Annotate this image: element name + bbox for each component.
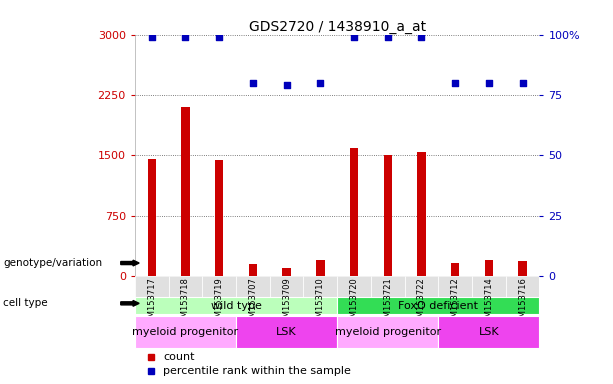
Text: GSM153719: GSM153719 — [215, 277, 224, 328]
Text: GSM153712: GSM153712 — [451, 277, 460, 328]
Bar — [135, 316, 236, 348]
Bar — [438, 276, 472, 297]
Bar — [303, 276, 337, 297]
Point — [349, 34, 359, 40]
Bar — [316, 260, 324, 276]
Text: genotype/variation: genotype/variation — [3, 258, 102, 268]
Bar — [236, 276, 270, 297]
Point — [484, 80, 494, 86]
Bar — [236, 316, 337, 348]
Bar — [371, 276, 405, 297]
Bar — [202, 276, 236, 297]
Point — [316, 80, 326, 86]
Bar — [337, 276, 371, 297]
Text: myeloid progenitor: myeloid progenitor — [335, 327, 441, 337]
Text: cell type: cell type — [3, 298, 48, 308]
Text: GSM153716: GSM153716 — [518, 277, 527, 328]
Bar — [506, 276, 539, 297]
Bar — [384, 155, 392, 276]
Text: GSM153717: GSM153717 — [147, 277, 156, 328]
Point — [215, 34, 224, 40]
Bar — [438, 316, 539, 348]
Bar — [405, 276, 438, 297]
Point — [451, 80, 460, 86]
Text: LSK: LSK — [276, 327, 297, 337]
Bar — [135, 298, 337, 314]
Bar — [417, 152, 425, 276]
Point — [517, 80, 527, 86]
Text: percentile rank within the sample: percentile rank within the sample — [163, 366, 351, 376]
Point — [181, 34, 191, 40]
Bar — [451, 263, 459, 276]
Text: GSM153709: GSM153709 — [282, 277, 291, 328]
Text: GSM153718: GSM153718 — [181, 277, 190, 328]
Text: GSM153720: GSM153720 — [349, 277, 359, 328]
Bar — [148, 159, 156, 276]
Point — [248, 80, 258, 86]
Point — [147, 34, 157, 40]
Bar — [350, 148, 358, 276]
Title: GDS2720 / 1438910_a_at: GDS2720 / 1438910_a_at — [249, 20, 425, 33]
Text: LSK: LSK — [479, 327, 499, 337]
Text: GSM153721: GSM153721 — [383, 277, 392, 328]
Bar — [249, 264, 257, 276]
Bar — [135, 276, 169, 297]
Text: wild type: wild type — [211, 301, 261, 311]
Bar — [181, 107, 189, 276]
Bar — [283, 268, 291, 276]
Text: myeloid progenitor: myeloid progenitor — [132, 327, 238, 337]
Bar — [472, 276, 506, 297]
Bar — [169, 276, 202, 297]
Bar — [485, 260, 493, 276]
Text: FoxO deficient: FoxO deficient — [398, 301, 478, 311]
Point — [417, 34, 427, 40]
Text: GSM153707: GSM153707 — [248, 277, 257, 328]
Text: GSM153714: GSM153714 — [484, 277, 493, 328]
Text: GSM153722: GSM153722 — [417, 277, 426, 328]
Text: count: count — [163, 352, 195, 362]
Bar — [337, 298, 539, 314]
Bar — [519, 261, 527, 276]
Bar — [215, 160, 223, 276]
Point — [383, 34, 393, 40]
Text: GSM153710: GSM153710 — [316, 277, 325, 328]
Bar — [270, 276, 303, 297]
Bar — [337, 316, 438, 348]
Point — [282, 82, 292, 88]
